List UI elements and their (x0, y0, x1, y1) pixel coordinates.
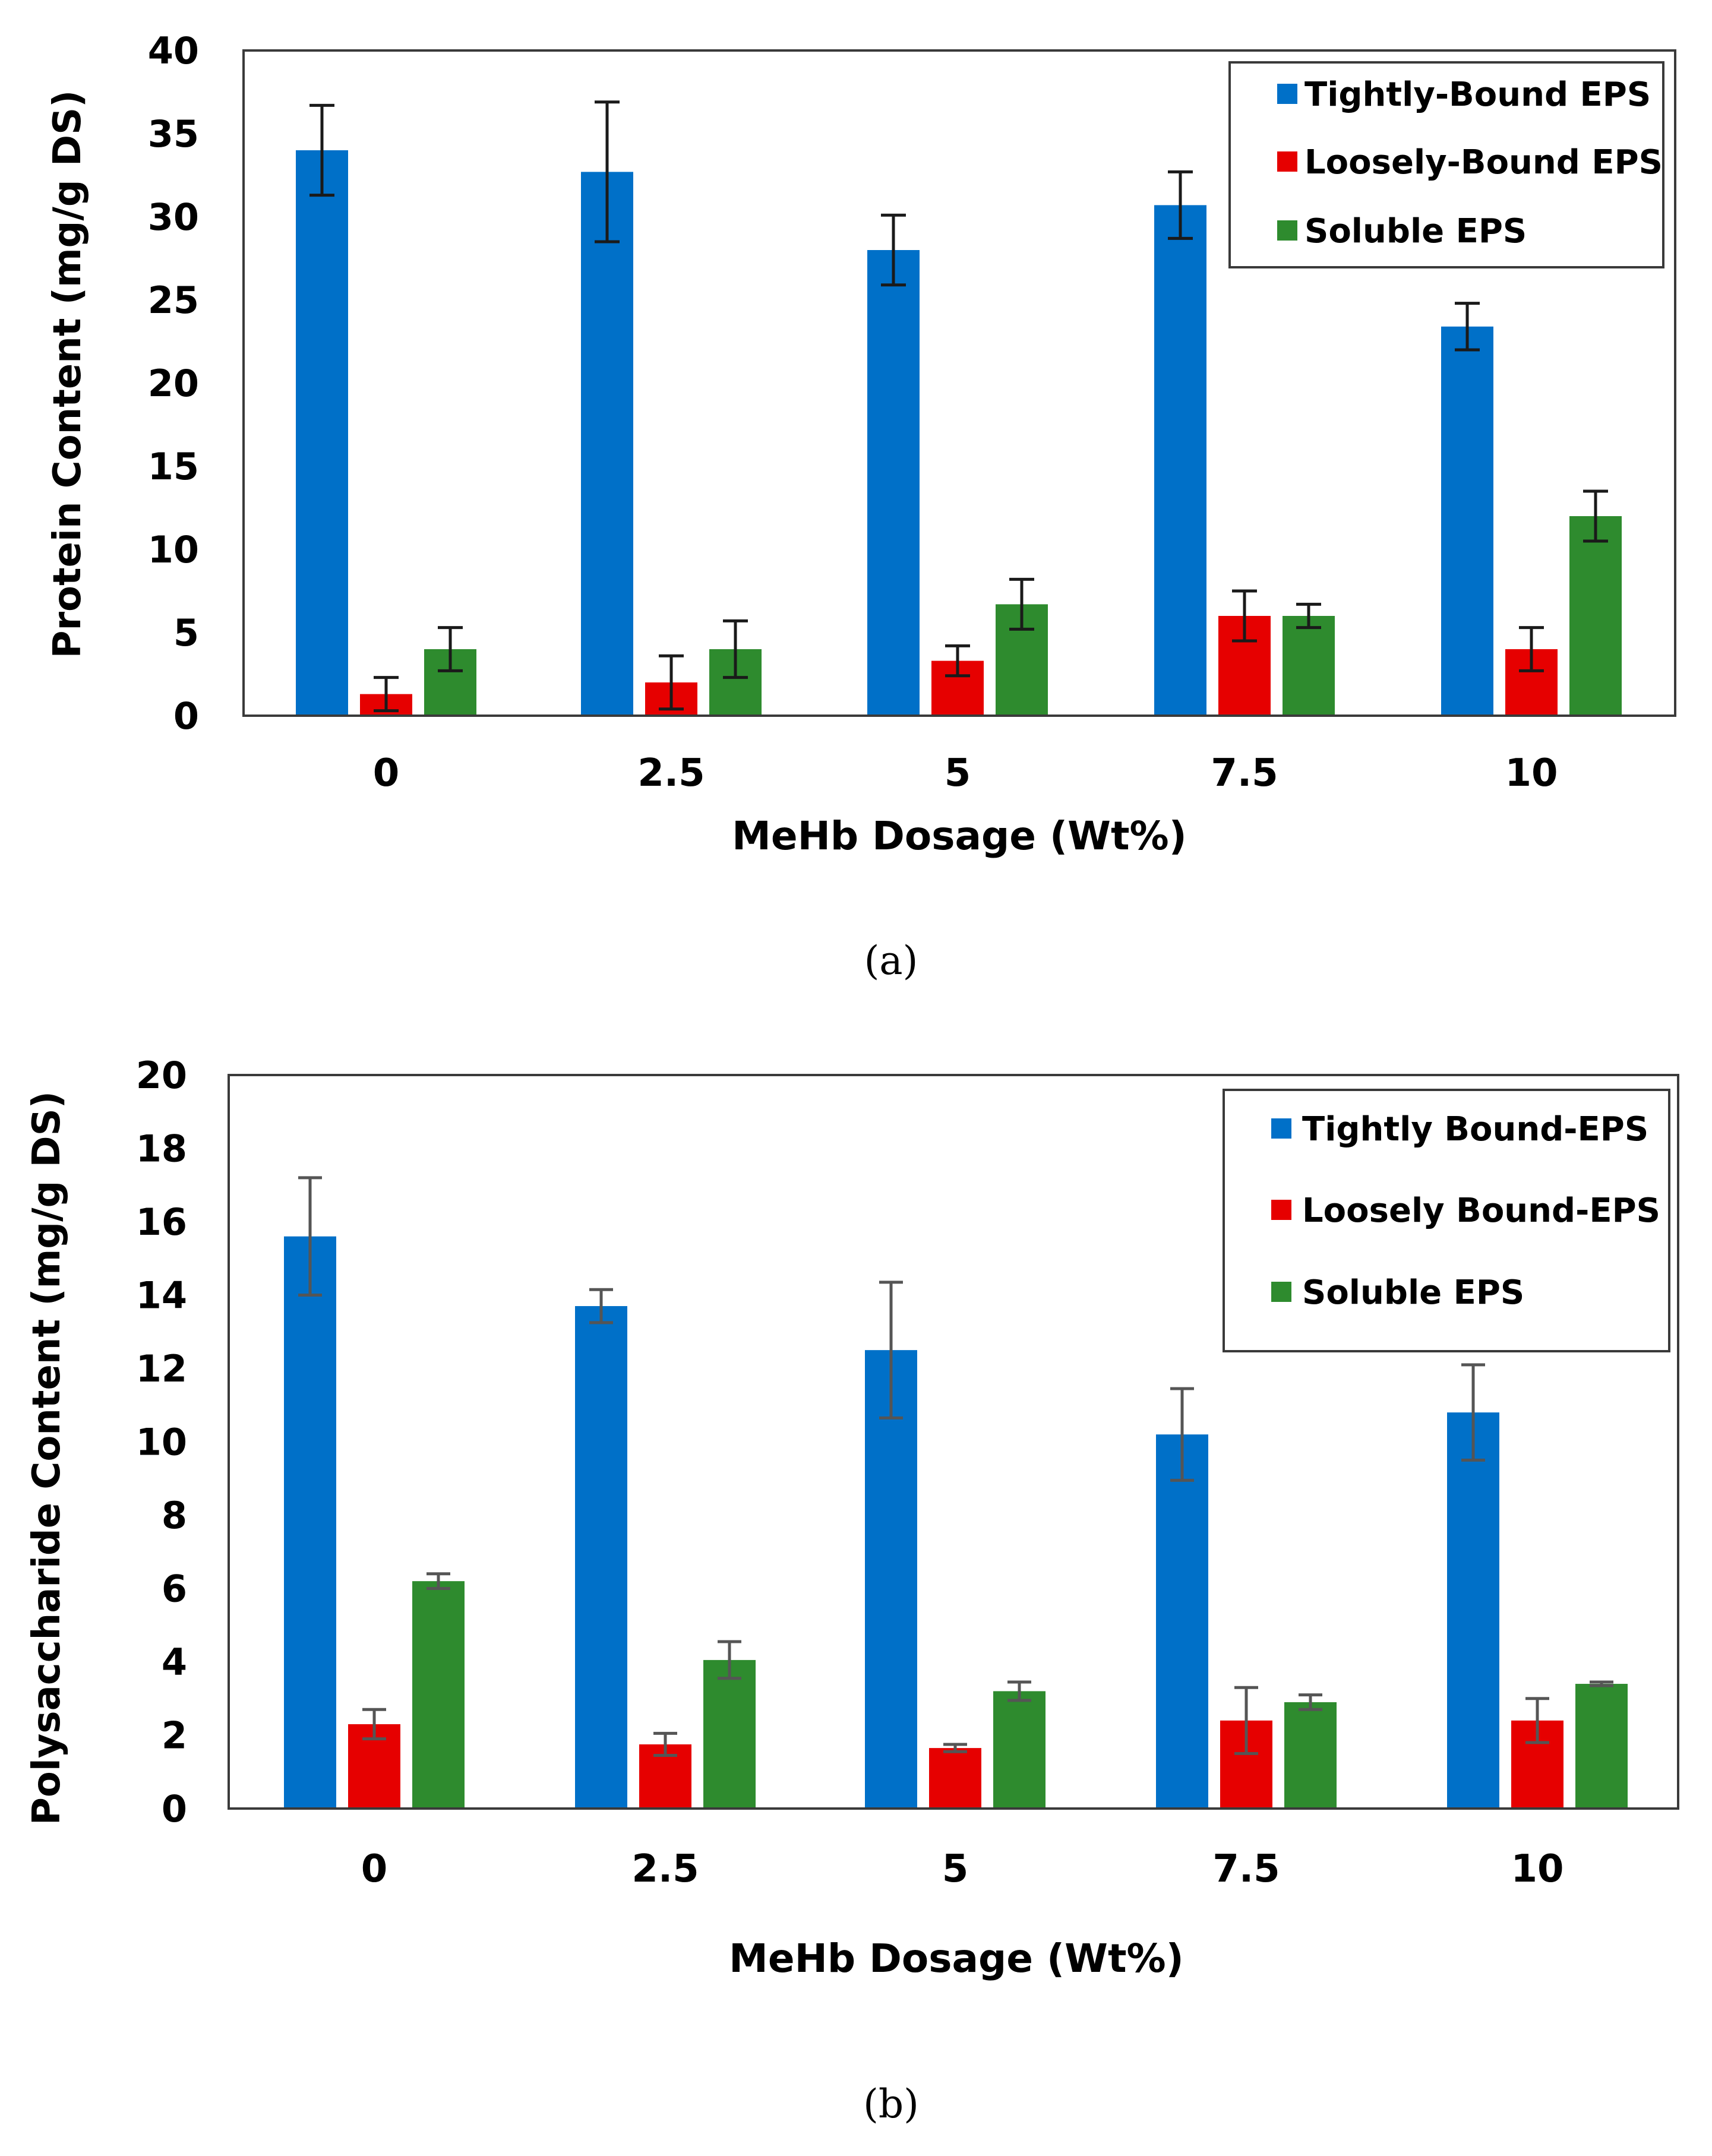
y-tick-label: 20 (148, 362, 199, 405)
legend-label-soluble: Soluble EPS (1302, 1273, 1524, 1312)
y-tick-label: 16 (136, 1200, 187, 1244)
chart-a-y-axis-label: Protein Content (mg/g DS) (46, 90, 90, 659)
y-tick-label: 30 (148, 195, 199, 239)
bar-soluble (993, 1691, 1045, 1809)
y-tick-label: 8 (162, 1494, 187, 1537)
legend-label-soluble: Soluble EPS (1304, 212, 1527, 251)
bar-soluble (1575, 1684, 1628, 1809)
y-tick-label: 4 (162, 1640, 187, 1684)
bar-tightly (575, 1306, 627, 1809)
chart-b-x-ticks: 0 2.5 5 7.5 10 (361, 1847, 1564, 1891)
chart-a-error-bars (309, 100, 1608, 713)
bar-soluble (703, 1659, 756, 1809)
chart-a-x-axis-label: MeHb Dosage (Wt%) (732, 813, 1187, 859)
chart-a-plot-frame (242, 49, 1676, 717)
y-tick-label: 10 (136, 1421, 187, 1464)
legend-swatch-loosely (1271, 1200, 1291, 1220)
bar-tightly (1154, 205, 1206, 716)
chart-b-error-bars (298, 1176, 1613, 1757)
chart-b-y-ticks: 0 2 4 6 8 10 12 14 16 18 20 (136, 1054, 187, 1831)
chart-a-y-ticks: 0 5 10 15 20 25 30 35 40 (148, 29, 199, 738)
bar-soluble (1284, 1702, 1337, 1809)
chart-a-caption: (a) (864, 938, 918, 984)
legend-label-loosely: Loosely-Bound EPS (1304, 143, 1663, 182)
chart-b-bars (284, 1236, 1628, 1809)
chart-b-y-axis-label: Polysaccharide Content (mg/g DS) (25, 1091, 69, 1825)
y-tick-label: 14 (136, 1274, 187, 1317)
y-tick-label: 5 (173, 611, 199, 655)
x-tick-label: 7.5 (1212, 1847, 1280, 1891)
legend-swatch-tightly (1277, 84, 1297, 104)
x-tick-label: 2.5 (631, 1847, 699, 1891)
bar-soluble (412, 1581, 465, 1809)
y-tick-label: 18 (136, 1127, 187, 1171)
x-tick-label: 7.5 (1211, 751, 1278, 795)
bar-soluble (1283, 616, 1335, 716)
legend-swatch-loosely (1277, 151, 1297, 172)
bar-tightly (296, 150, 348, 716)
chart-b-caption: (b) (863, 2081, 919, 2127)
chart-b-legend: Tightly Bound-EPS Loosely Bound-EPS Solubl… (1223, 1089, 1670, 1352)
bar-tightly (1447, 1412, 1499, 1809)
chart-a-bars (296, 150, 1622, 716)
chart-a-x-ticks: 0 2.5 5 7.5 10 (373, 751, 1558, 795)
chart-b-plot-frame (228, 1074, 1679, 1810)
chart-b-legend-frame (1223, 1089, 1670, 1352)
bar-tightly (865, 1350, 917, 1809)
legend-swatch-soluble (1277, 220, 1297, 241)
y-tick-label: 2 (162, 1714, 187, 1757)
bar-tightly (581, 172, 633, 716)
chart-b-polysaccharide: Polysaccharide Content (mg/g DS) 0 2 4 6 8 10… (25, 1054, 1679, 2127)
chart-a-protein: Protein Content (mg/g DS) 0 5 10 15 20 25 30 35… (46, 29, 1676, 984)
x-tick-label: 2.5 (637, 751, 705, 795)
x-tick-label: 0 (361, 1847, 388, 1891)
chart-a-legend-frame (1228, 61, 1664, 268)
y-tick-label: 40 (148, 29, 199, 72)
y-tick-label: 25 (148, 279, 199, 322)
x-tick-label: 5 (942, 1847, 969, 1891)
bar-tightly (867, 250, 920, 716)
y-tick-label: 10 (148, 528, 199, 571)
y-tick-label: 0 (173, 694, 199, 738)
legend-label-loosely: Loosely Bound-EPS (1302, 1191, 1660, 1230)
bar-loosely (929, 1748, 981, 1809)
bar-tightly (1441, 326, 1493, 716)
y-tick-label: 15 (148, 445, 199, 488)
bar-tightly (284, 1236, 336, 1809)
chart-b-x-axis-label: MeHb Dosage (Wt%) (729, 1936, 1184, 1981)
x-tick-label: 0 (373, 751, 400, 795)
legend-label-tightly: Tightly Bound-EPS (1302, 1110, 1648, 1149)
x-tick-label: 10 (1511, 1847, 1563, 1891)
legend-label-tightly: Tightly-Bound EPS (1304, 75, 1651, 114)
y-tick-label: 6 (162, 1567, 187, 1611)
bar-soluble (1569, 516, 1622, 716)
y-tick-label: 0 (162, 1787, 187, 1831)
y-tick-label: 20 (136, 1054, 187, 1097)
chart-a-legend: Tightly-Bound EPS Loosely-Bound EPS Solubl… (1228, 61, 1664, 268)
y-tick-label: 35 (148, 112, 199, 156)
bar-tightly (1156, 1434, 1208, 1809)
x-tick-label: 10 (1505, 751, 1558, 795)
legend-swatch-tightly (1271, 1118, 1291, 1139)
x-tick-label: 5 (945, 751, 971, 795)
y-tick-label: 12 (136, 1347, 187, 1390)
legend-swatch-soluble (1271, 1282, 1291, 1302)
